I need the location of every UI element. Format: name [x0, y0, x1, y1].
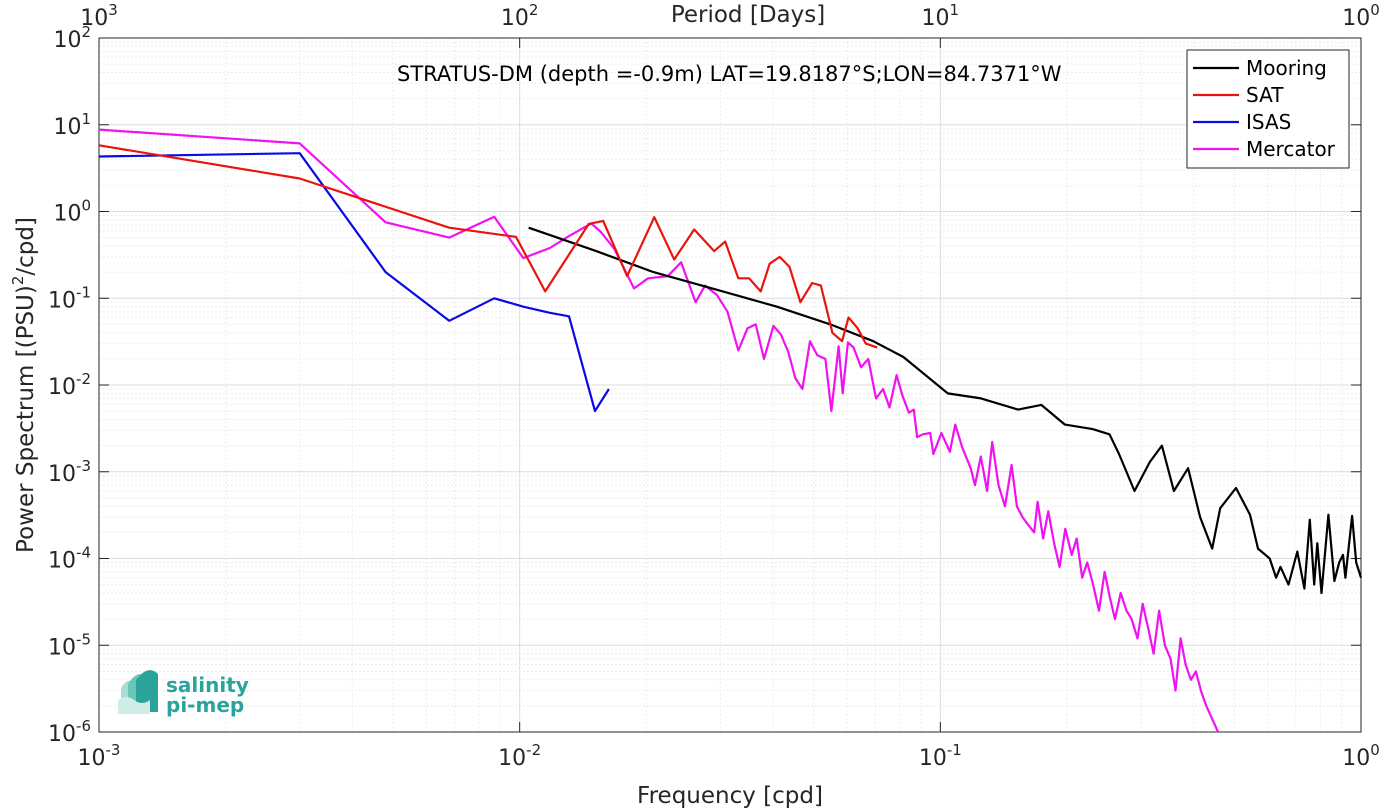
top-x-axis-label: Period [Days]: [671, 2, 825, 28]
logo-line2: pi-mep: [166, 693, 244, 717]
y-tick-label: 100: [53, 197, 91, 227]
y-axis-label: Power Spectrum [(PSU)2/cpd]: [9, 217, 39, 553]
legend-label-mercator: Mercator: [1246, 137, 1336, 161]
legend-label-mooring: Mooring: [1246, 56, 1327, 80]
x-tick-label: 10-1: [919, 741, 962, 771]
legend: Mooring SAT ISAS Mercator: [1186, 49, 1350, 169]
chart-title: STRATUS-DM (depth =-0.9m) LAT=19.8187°S;…: [397, 62, 1062, 86]
series-lines: [98, 128, 1363, 733]
y-tick-label: 10-5: [48, 630, 91, 660]
top-x-tick-label: 101: [922, 1, 960, 31]
top-x-tick-label: 102: [501, 1, 539, 31]
x-tick-label: 10-2: [498, 741, 541, 771]
y-tick-label: 10-1: [48, 283, 91, 313]
legend-label-sat: SAT: [1246, 83, 1284, 107]
series-line-isas: [98, 152, 610, 413]
x-tick-label: 10-3: [78, 741, 121, 771]
top-x-tick-label: 100: [1342, 1, 1380, 31]
x-axis-label: Frequency [cpd]: [637, 783, 823, 809]
y-tick-label: 102: [53, 23, 91, 53]
logo-line1: salinity: [166, 673, 249, 697]
y-tick-label: 10-6: [48, 717, 91, 747]
y-tick-label: 10-4: [48, 544, 91, 574]
series-line-mercator: [98, 128, 1220, 733]
legend-label-isas: ISAS: [1246, 110, 1291, 134]
top-x-tick-label: 103: [80, 1, 118, 31]
series-line-sat: [98, 144, 878, 349]
salinity-pi-mep-logo: salinity pi-mep: [118, 670, 249, 717]
y-tick-label: 10-3: [48, 457, 91, 487]
x-tick-label: 100: [1342, 741, 1380, 771]
series-line-mooring: [528, 226, 1363, 595]
y-tick-label: 101: [53, 110, 91, 140]
y-tick-label: 10-2: [48, 370, 91, 400]
logo-mark-icon: [118, 670, 158, 714]
